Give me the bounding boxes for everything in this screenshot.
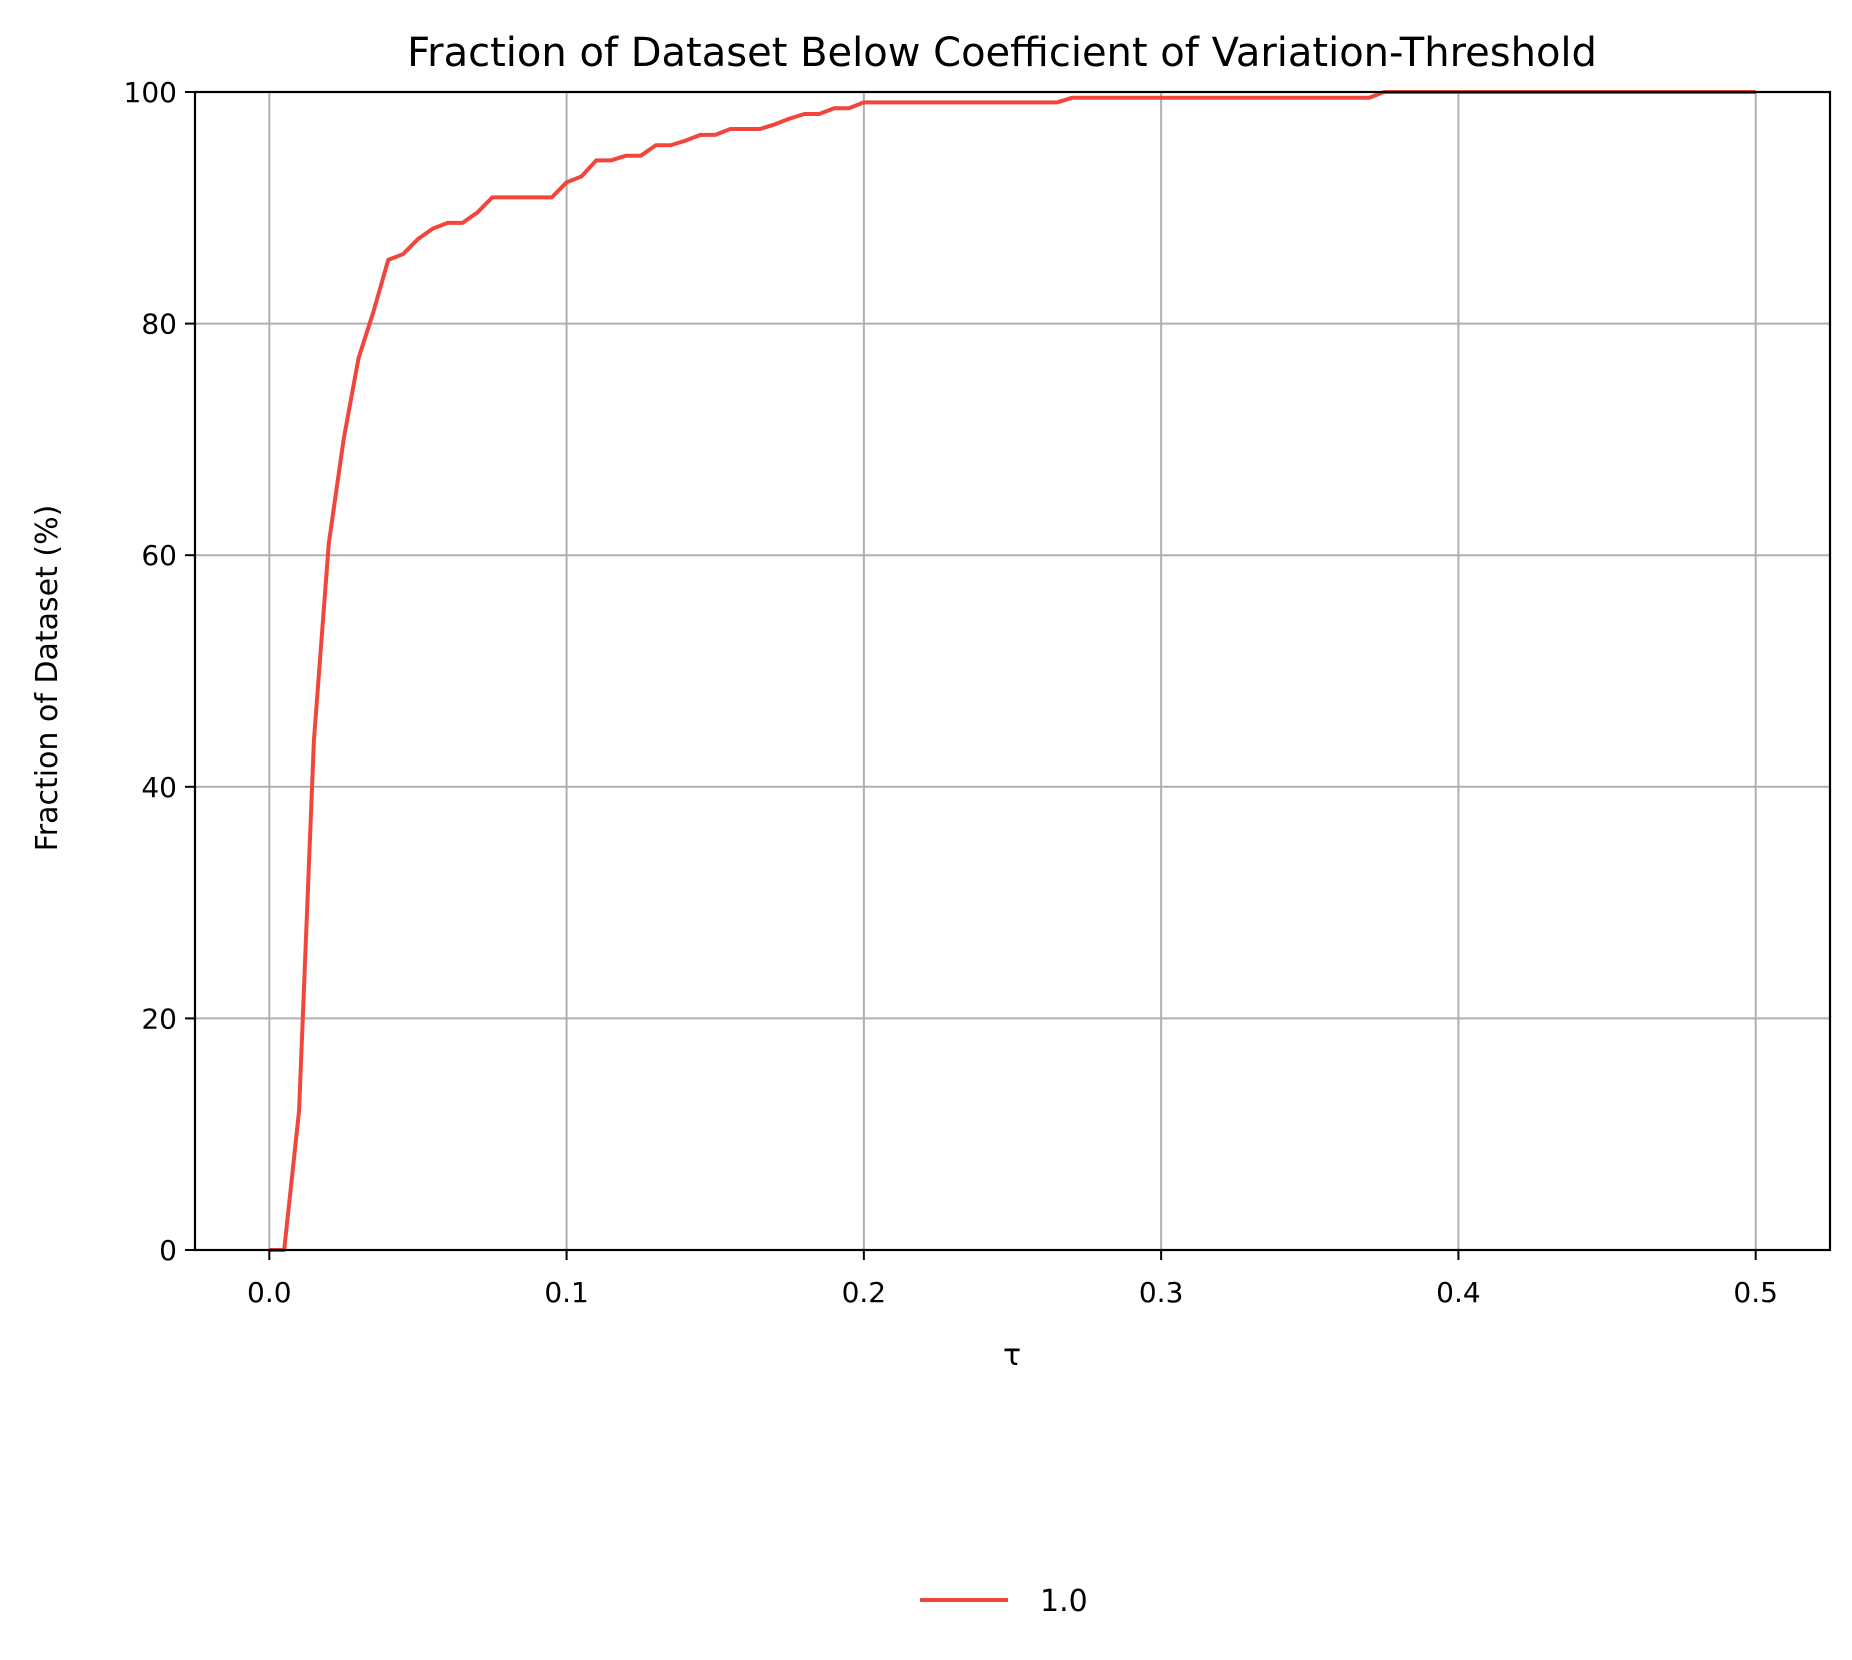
y-tick-label: 20 [141, 1002, 177, 1035]
plot-frame [193, 90, 1832, 1252]
legend: 1.0 [920, 1584, 1088, 1619]
x-axis: 0.0 0.1 0.2 0.3 0.4 0.5 [247, 1250, 1778, 1309]
y-axis-label: Fraction of Dataset (%) [30, 505, 65, 852]
x-tick-label: 0.1 [544, 1276, 589, 1309]
x-tick-label: 0.5 [1733, 1276, 1778, 1309]
chart-title: Fraction of Dataset Below Coefficient of… [407, 30, 1597, 76]
x-tick-label: 0.0 [247, 1276, 292, 1309]
y-tick-label: 80 [141, 308, 177, 341]
x-tick-label: 0.4 [1436, 1276, 1481, 1309]
x-tick-label: 0.3 [1139, 1276, 1184, 1309]
line-layer [269, 90, 1756, 1252]
y-tick-label: 100 [124, 76, 177, 109]
y-tick-label: 0 [159, 1234, 177, 1267]
y-tick-label: 40 [141, 771, 177, 804]
y-tick-label: 60 [141, 539, 177, 572]
x-tick-label: 0.2 [842, 1276, 887, 1309]
series-line-0 [269, 90, 1756, 1252]
legend-label: 1.0 [1040, 1584, 1088, 1619]
y-axis: 0 20 40 60 80 100 [124, 76, 195, 1267]
x-axis-label: τ [1003, 1338, 1021, 1373]
